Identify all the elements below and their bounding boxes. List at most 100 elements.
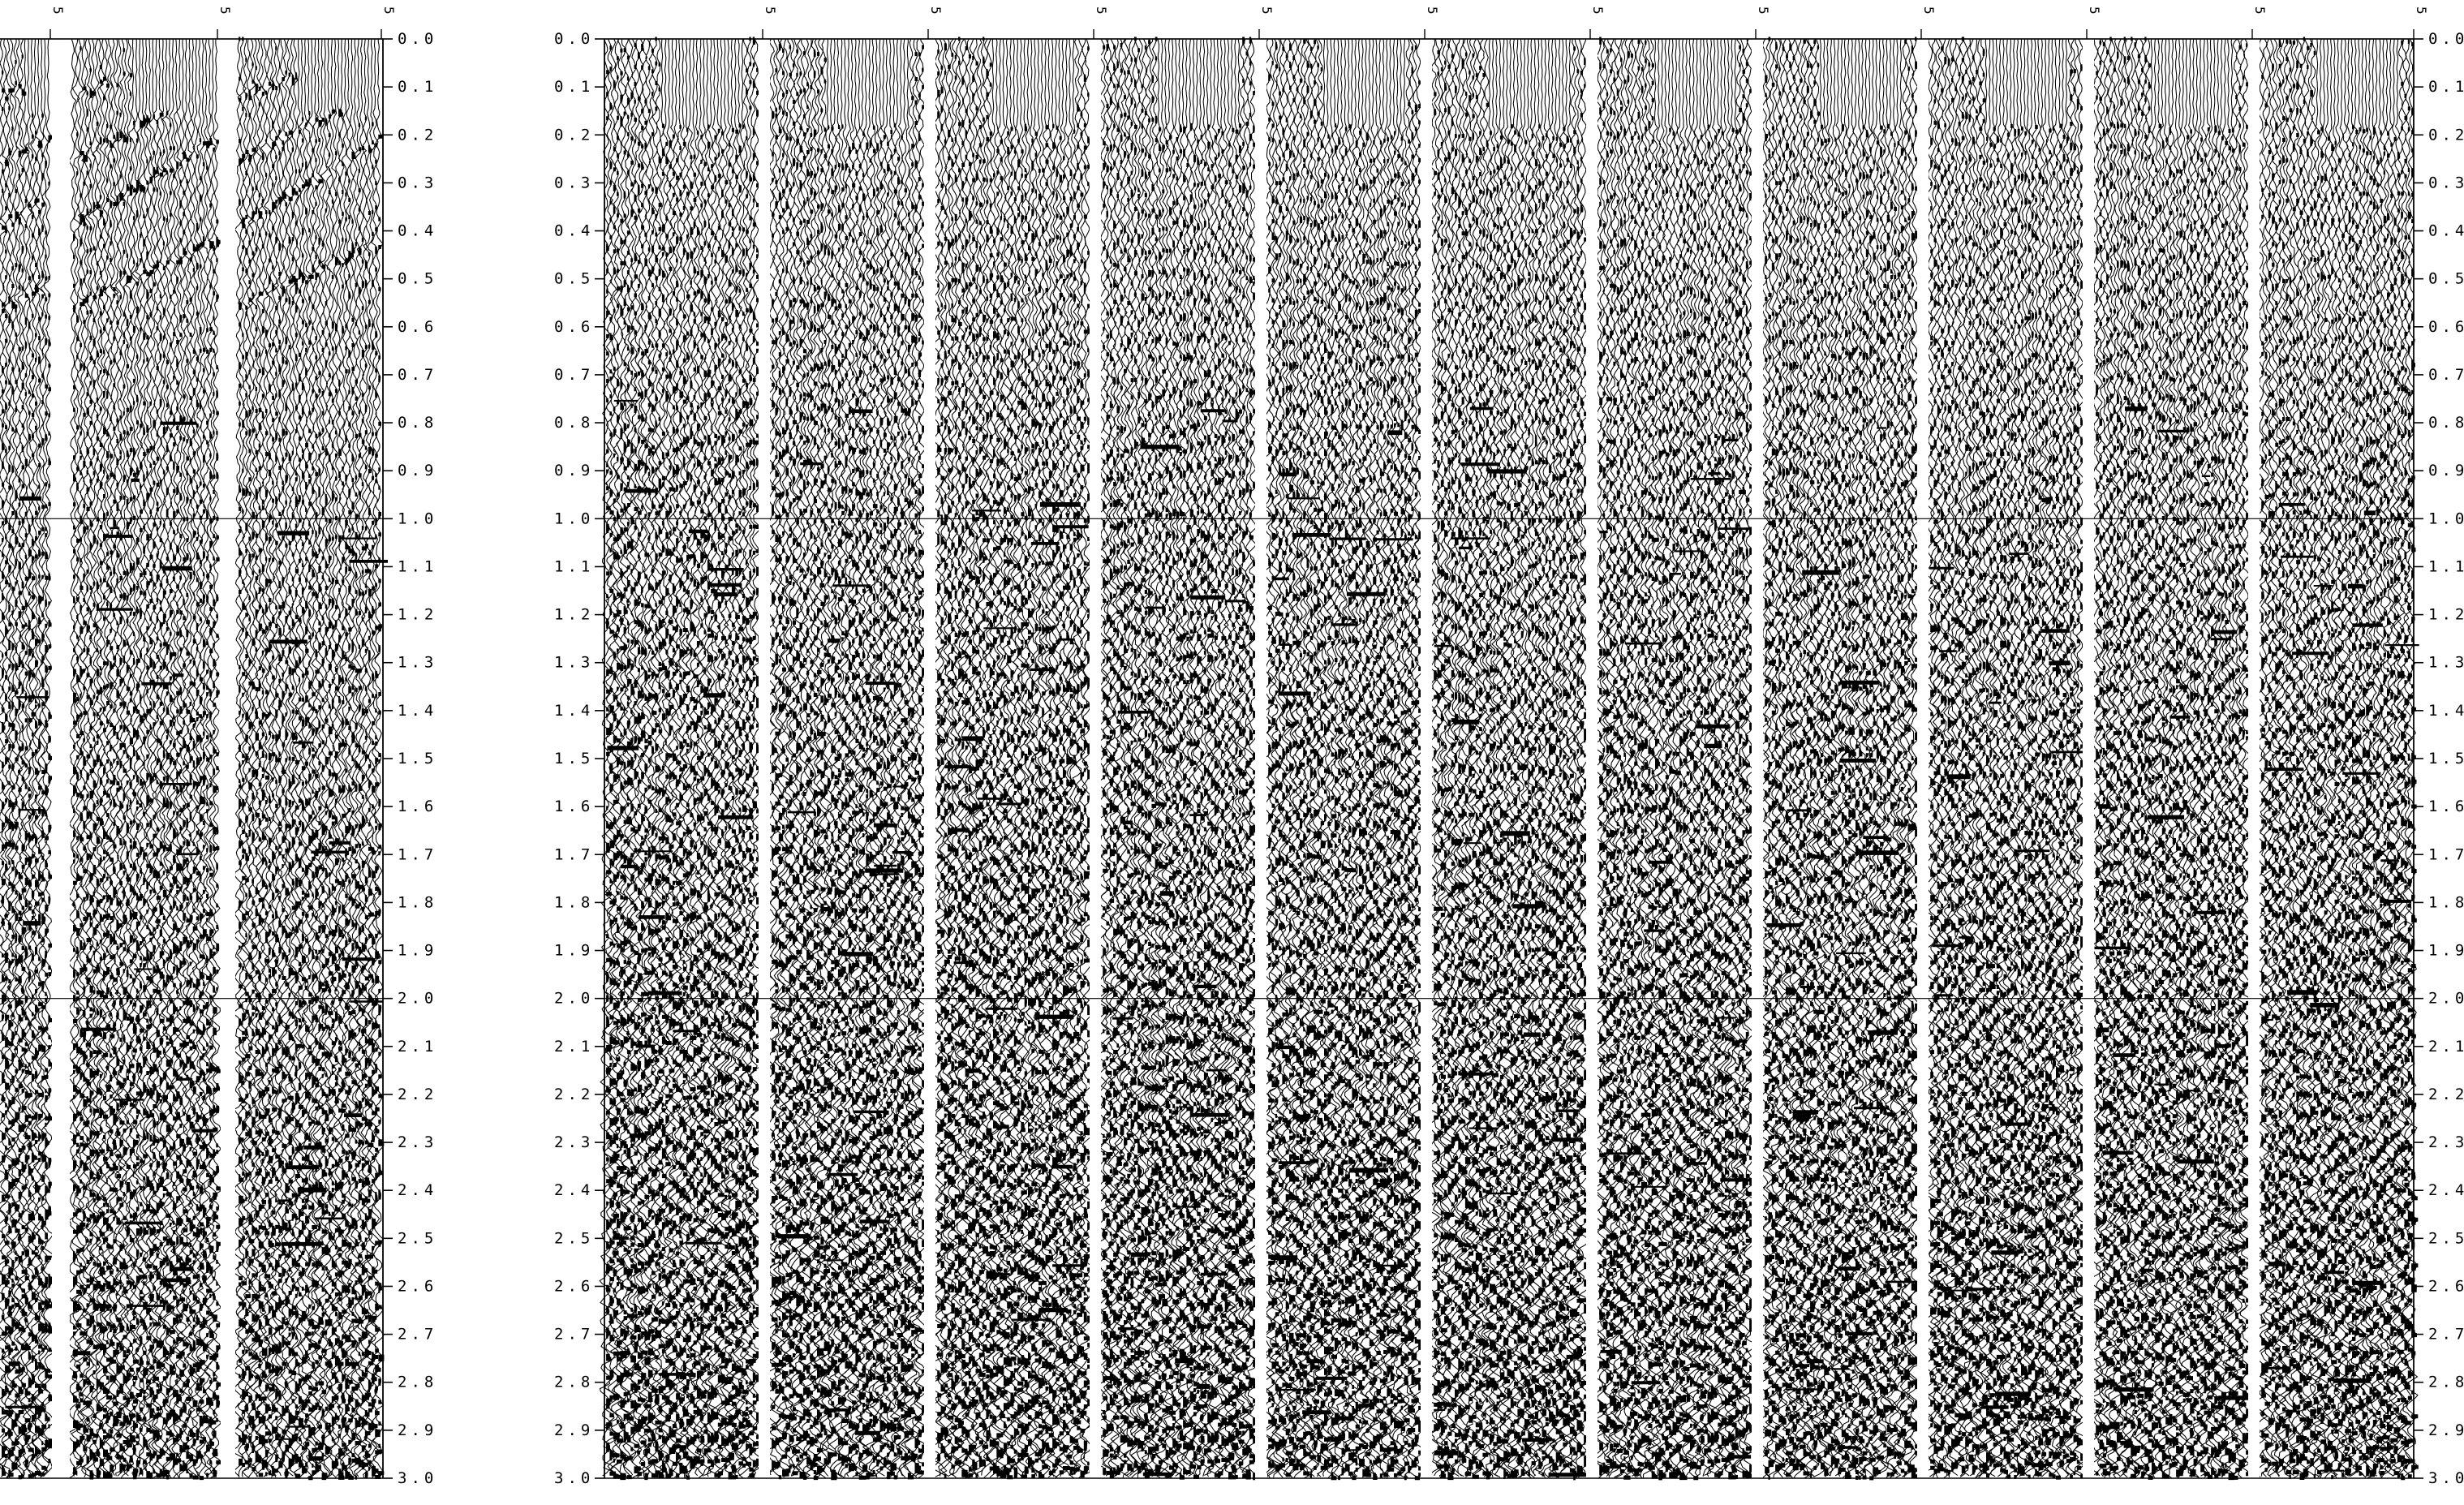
left-time-axis-label: 2.3 — [398, 1133, 437, 1151]
trace-wiggles — [1426, 38, 1592, 1479]
right-header-label: 5 — [1590, 6, 1606, 16]
right-time-axis-right-label: 0.9 — [2428, 462, 2464, 479]
right-time-axis-right-label: 2.9 — [2428, 1421, 2464, 1439]
right-time-axis-left-label: 1.5 — [554, 750, 594, 768]
panel-gap — [1255, 32, 1266, 1485]
left-time-axis-label: 2.9 — [398, 1421, 437, 1439]
left-subpanel-1 — [0, 38, 54, 1480]
left-time-axis-label: 1.2 — [398, 606, 437, 624]
trace-fill — [2261, 37, 2419, 1481]
left-time-axis-label: 1.9 — [398, 942, 437, 960]
right-time-axis-left-label: 1.8 — [554, 893, 594, 911]
right-time-axis-right-label: 2.7 — [2428, 1326, 2464, 1344]
right-header-label: 5 — [2252, 6, 2268, 16]
left-time-axis-label: 1.6 — [398, 798, 437, 815]
right-time-axis-right-label: 1.6 — [2428, 798, 2464, 815]
left-time-axis-label: 1.7 — [398, 845, 437, 863]
left-header-label: 5 — [50, 6, 66, 16]
left-time-axis-label: 0.4 — [398, 222, 437, 240]
right-time-axis-right-label: 2.6 — [2428, 1277, 2464, 1295]
right-time-axis-left-label: 0.5 — [554, 270, 594, 288]
right-subpanel-11 — [2254, 37, 2419, 1481]
right-subpanel-2 — [763, 38, 929, 1481]
right-time-axis-right-label: 0.8 — [2428, 414, 2464, 432]
left-time-axis-label: 0.6 — [398, 318, 437, 336]
left-time-axis-label: 2.0 — [398, 990, 437, 1008]
left-time-axis-label: 1.4 — [398, 702, 437, 720]
right-time-axis-left-label: 3.0 — [554, 1469, 594, 1487]
left-time-axis-label: 0.5 — [398, 270, 437, 288]
left-time-axis-label: 0.9 — [398, 462, 437, 479]
right-time-axis-right-label: 0.2 — [2428, 126, 2464, 144]
right-time-axis-right-label: 2.0 — [2428, 990, 2464, 1008]
left-time-axis-label: 1.8 — [398, 893, 437, 911]
left-time-axis-label: 0.8 — [398, 414, 437, 432]
right-time-axis-left-label: 0.7 — [554, 366, 594, 384]
wiggle-traces — [0, 37, 2419, 1481]
right-time-axis-right-label: 1.9 — [2428, 942, 2464, 960]
right-time-axis-right-label: 0.6 — [2428, 318, 2464, 336]
right-time-axis-left-label: 2.6 — [554, 1277, 594, 1295]
right-time-axis-left-label: 0.8 — [554, 414, 594, 432]
right-time-axis-left-label: 0.4 — [554, 222, 594, 240]
right-time-axis-right-label: 0.5 — [2428, 270, 2464, 288]
trace-fill — [2096, 37, 2252, 1481]
right-time-axis-right-label: 1.4 — [2428, 702, 2464, 720]
panel-gap — [2248, 32, 2260, 1485]
trace-fill — [1, 54, 54, 1480]
left-time-axis-label: 2.7 — [398, 1326, 437, 1344]
right-time-axis-left-label: 1.4 — [554, 702, 594, 720]
right-time-axis-right-label: 2.1 — [2428, 1038, 2464, 1056]
trace-fill — [73, 46, 221, 1481]
left-subpanel-2 — [67, 38, 222, 1481]
left-header-label: 5 — [217, 6, 233, 16]
right-header-label: 5 — [1756, 6, 1771, 16]
left-time-axis-label: 2.4 — [398, 1181, 437, 1199]
time-axes: 5 5 5 0.0 0.1 0.2 0.3 0.4 0.5 0.6 0.7 0.8 0.9 1.0 1.1 1… — [50, 6, 2464, 1487]
right-subpanel-5 — [1261, 38, 1426, 1481]
trace-wiggles — [2088, 38, 2252, 1479]
right-header-label: 5 — [2414, 6, 2429, 16]
right-header-label: 5 — [763, 6, 778, 16]
right-header-label: 5 — [1425, 6, 1440, 16]
right-time-axis-left-label: 0.2 — [554, 126, 594, 144]
panel-gap — [2083, 32, 2094, 1485]
right-time-axis-right-label: 2.8 — [2428, 1374, 2464, 1391]
right-time-axis-left-label: 0.9 — [554, 462, 594, 479]
left-time-axis-label: 0.1 — [398, 78, 437, 96]
left-time-axis-label: 0.3 — [398, 174, 437, 191]
right-time-axis-left-label: 1.3 — [554, 654, 594, 672]
right-time-axis-left-label: 2.2 — [554, 1086, 594, 1103]
left-time-axis-label: 2.6 — [398, 1277, 437, 1295]
right-time-axis-left-label: 1.7 — [554, 845, 594, 863]
right-time-axis-right-label: 1.7 — [2428, 845, 2464, 863]
right-time-axis-left-label: 2.9 — [554, 1421, 594, 1439]
panel-gap — [1586, 32, 1598, 1485]
right-subpanel-9 — [1924, 37, 2088, 1480]
right-time-axis-right-label: 1.5 — [2428, 750, 2464, 768]
right-subpanel-6 — [1426, 38, 1592, 1481]
left-subpanel-3 — [232, 37, 388, 1481]
left-time-axis-label: 0.7 — [398, 366, 437, 384]
trace-fill — [1765, 37, 1922, 1481]
right-time-axis-right-label: 1.2 — [2428, 606, 2464, 624]
left-time-axis-label: 2.5 — [398, 1229, 437, 1247]
trace-fill — [772, 43, 929, 1481]
left-time-axis-label: 2.2 — [398, 1086, 437, 1103]
right-time-axis-left-label: 0.1 — [554, 78, 594, 96]
panel-gap — [1917, 32, 1929, 1485]
right-time-axis-right-label: 0.1 — [2428, 78, 2464, 96]
left-time-axis-label: 0.2 — [398, 126, 437, 144]
right-time-axis-left-label: 2.5 — [554, 1229, 594, 1247]
panel-gap — [1090, 32, 1101, 1485]
right-time-axis-right-label: 2.3 — [2428, 1133, 2464, 1151]
left-header-label: 5 — [381, 6, 397, 16]
trace-fill — [606, 37, 763, 1481]
right-time-axis-left-label: 2.8 — [554, 1374, 594, 1391]
panel-gap — [221, 32, 235, 1485]
right-subpanel-1 — [599, 37, 763, 1481]
right-time-axis-left-label: 1.1 — [554, 557, 594, 575]
left-time-axis-label: 2.1 — [398, 1038, 437, 1056]
left-time-axis-label: 0.0 — [398, 30, 437, 48]
